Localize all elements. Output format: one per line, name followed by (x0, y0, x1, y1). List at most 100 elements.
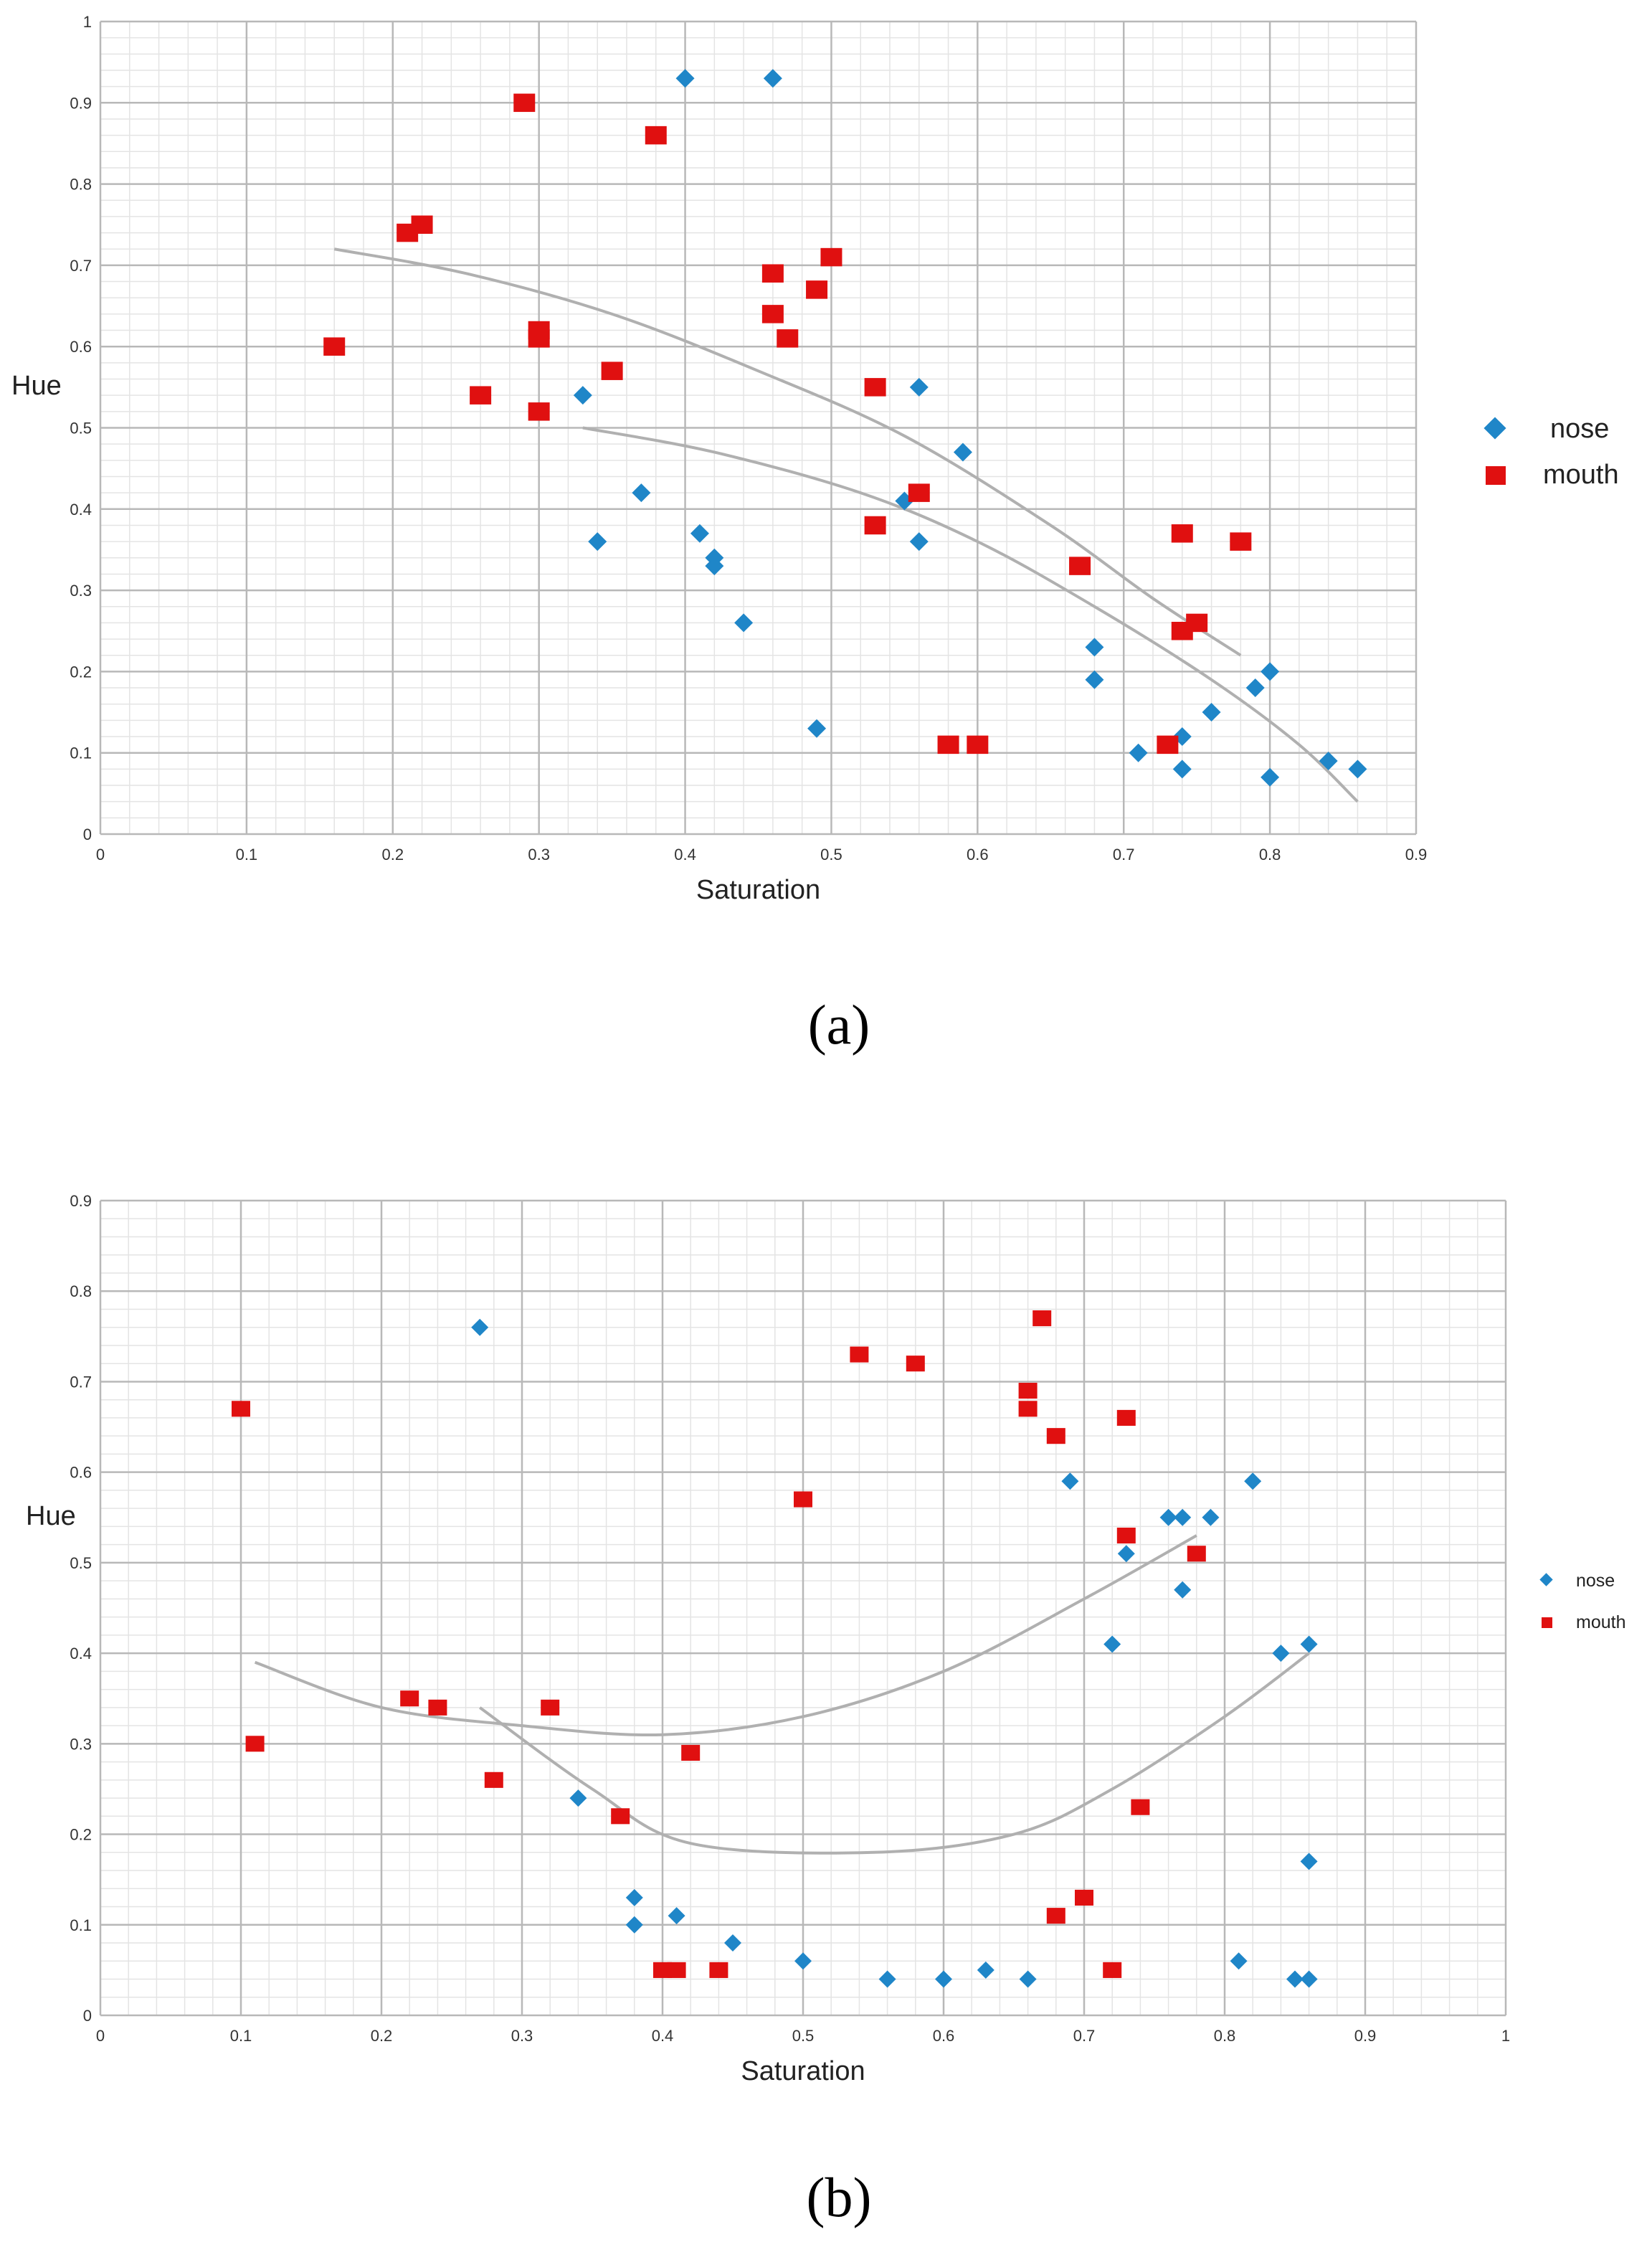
mouth-point (411, 215, 433, 234)
mouth-point (1075, 1889, 1093, 1906)
nose-point (1174, 1508, 1192, 1526)
mouth-point (601, 361, 623, 380)
trend-curve (333, 247, 1242, 657)
x-tick-label: 0.5 (820, 846, 842, 864)
trend-curve (254, 1534, 1197, 1737)
nose-point (625, 1888, 643, 1906)
x-tick-label: 0.3 (528, 846, 550, 864)
nose-point (588, 532, 607, 552)
mouth-point (1046, 1428, 1065, 1444)
x-tick-label: 0.1 (236, 846, 258, 864)
mouth-point (484, 1771, 503, 1788)
mouth-point (428, 1699, 447, 1716)
y-tick-label: 0.9 (70, 94, 92, 112)
y-tick-label: 0.7 (70, 1373, 92, 1391)
nose-point (632, 483, 651, 503)
mouth-point (794, 1491, 812, 1508)
trend-curve (479, 1652, 1310, 1855)
x-tick-label: 1 (1501, 2027, 1510, 2045)
y-tick-label: 0.2 (70, 663, 92, 681)
mouth-point (1186, 613, 1208, 633)
nose-point (1300, 1853, 1318, 1870)
nose-point (1174, 1581, 1192, 1599)
y-tick-label: 0.6 (70, 338, 92, 356)
mouth-point (323, 337, 346, 356)
legend-mouth-marker (1486, 466, 1506, 485)
mouth-point (906, 1356, 925, 1372)
mouth-point (645, 126, 667, 145)
x-tick-label: 0.3 (511, 2027, 533, 2045)
y-tick-label: 0 (83, 826, 92, 843)
y-tick-label: 0.1 (70, 1916, 92, 1934)
mouth-point (1230, 532, 1252, 551)
legend-a: nose mouth (1484, 414, 1619, 490)
chart-b: 0 0.1 0.2 0.3 0.4 0.5 0.6 0.7 0.8 0.9 1 0 0.1 0.2 0.3 0… (26, 1192, 1510, 2086)
nose-point (573, 386, 592, 405)
x-tick-label: 0.8 (1259, 846, 1281, 864)
nose-point (1261, 662, 1280, 681)
mouth-point (1116, 1409, 1136, 1426)
mouth-point (1103, 1962, 1122, 1978)
y-tick-label: 0.2 (70, 1826, 92, 1844)
y-axis-label: Hue (26, 1501, 76, 1531)
legend-nose-label: nose (1550, 414, 1609, 444)
nose-point (1117, 1545, 1135, 1563)
y-tick-label: 0.9 (70, 1192, 92, 1210)
y-tick-label: 0.8 (70, 1282, 92, 1300)
x-tick-label: 0.4 (652, 2027, 674, 2045)
x-tick-label: 0.9 (1405, 846, 1428, 864)
y-tick-label: 0.4 (70, 501, 92, 519)
mouth-point (1069, 557, 1091, 575)
mouth-point (232, 1401, 250, 1417)
mouth-point (1131, 1799, 1150, 1815)
nose-point (1129, 743, 1148, 762)
nose-point (1159, 1508, 1177, 1526)
nose-point (1085, 638, 1104, 657)
mouth-point (864, 378, 886, 397)
mouth-point (1018, 1401, 1038, 1417)
nose-point (471, 1318, 489, 1336)
legend-mouth-label: mouth (1543, 460, 1619, 490)
caption-a: (a) (808, 993, 870, 1056)
mouth-point (1116, 1527, 1136, 1544)
nose-point (1272, 1645, 1290, 1662)
nose-point (724, 1934, 741, 1952)
nose-point (1019, 1970, 1037, 1988)
chart-a: 0 0.1 0.2 0.3 0.4 0.5 0.6 0.7 0.8 0.9 0 0.1 0.2 0.3 0.… (11, 13, 1427, 905)
x-tick-label: 0 (96, 2027, 105, 2045)
nose-point (675, 69, 695, 88)
y-tick-label: 0.3 (70, 1735, 92, 1753)
mouth-point (1046, 1908, 1065, 1924)
nose-point (1300, 1635, 1318, 1653)
x-tick-label: 0.2 (371, 2027, 393, 2045)
nose-point (1202, 703, 1221, 722)
mouth-point (820, 247, 842, 267)
nose-point (763, 69, 782, 88)
nose-point (807, 719, 827, 738)
y-tick-label: 0.5 (70, 420, 92, 437)
y-tick-label: 1 (83, 13, 92, 31)
caption-b: (b) (807, 2166, 872, 2228)
legend-mouth-label-b: mouth (1576, 1612, 1625, 1632)
mouth-point (611, 1808, 630, 1825)
trend-curve (582, 426, 1359, 803)
mouth-point (850, 1346, 869, 1363)
nose-point (1261, 767, 1280, 787)
mouth-point (777, 329, 799, 348)
mouth-point (761, 264, 784, 283)
mouth-point (1032, 1310, 1052, 1327)
nose-point (1319, 752, 1338, 771)
x-axis-label: Saturation (696, 875, 820, 905)
mouth-point (908, 483, 930, 502)
x-tick-label: 0 (96, 846, 105, 864)
mouth-point (709, 1962, 728, 1978)
nose-point (1286, 1970, 1304, 1988)
x-tick-label: 0.9 (1354, 2027, 1377, 2045)
x-tick-label: 0.6 (933, 2027, 955, 2045)
nose-point (569, 1789, 587, 1807)
mouth-point (1018, 1383, 1038, 1399)
x-tick-label: 0.7 (1113, 846, 1135, 864)
nose-point (1085, 670, 1104, 689)
mouth-point (1157, 735, 1179, 754)
